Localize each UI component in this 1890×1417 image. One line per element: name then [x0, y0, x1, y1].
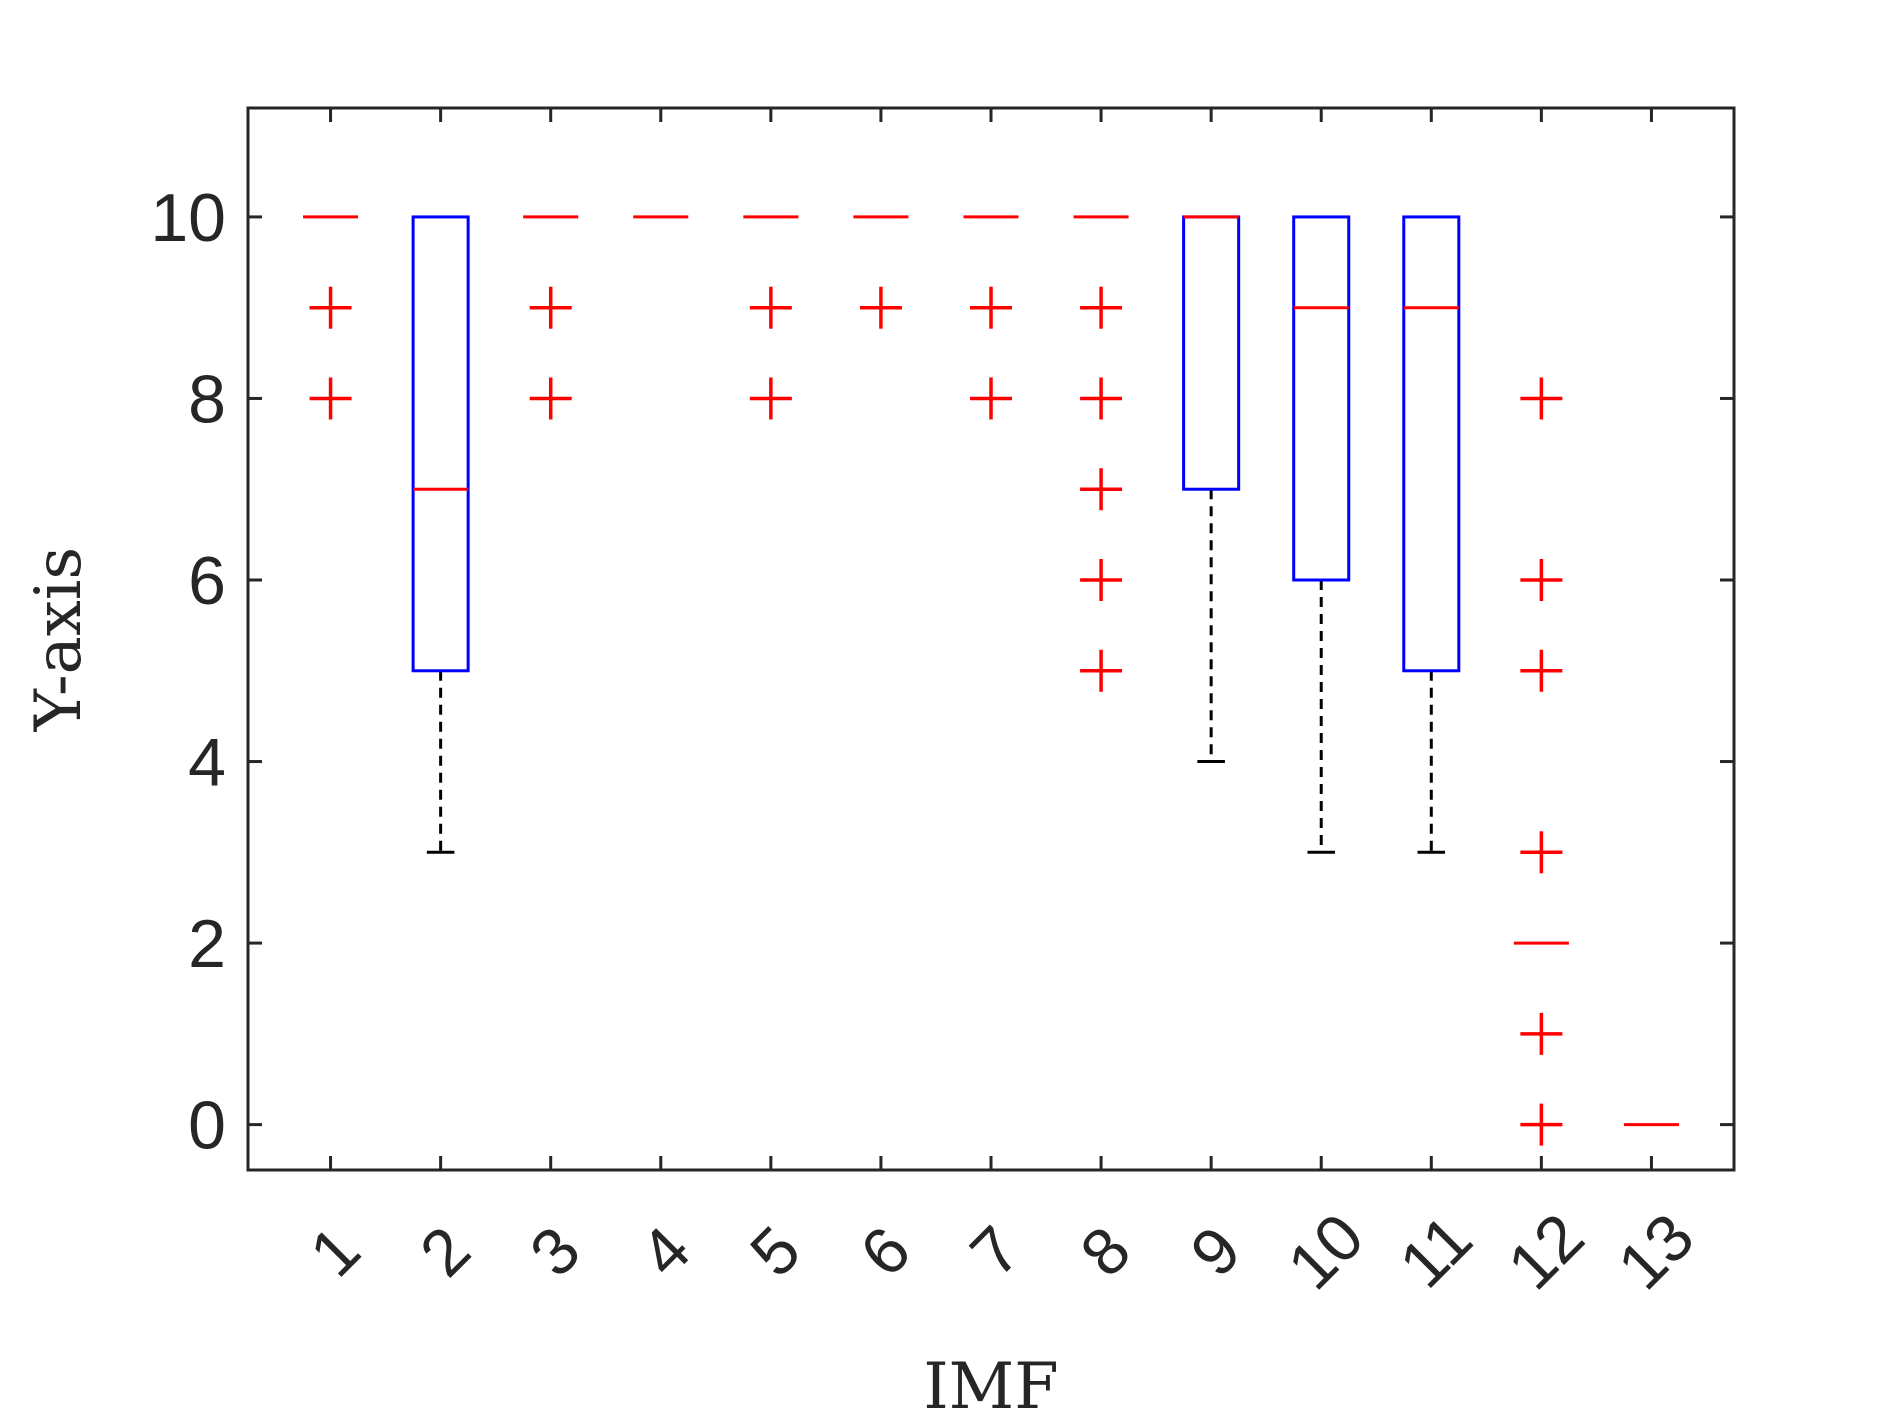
y-tick-label: 10	[150, 180, 226, 256]
box-group-9	[1182, 215, 1241, 764]
outlier-marker	[1520, 377, 1563, 420]
outlier-marker	[749, 286, 792, 329]
outlier-marker	[1080, 286, 1123, 329]
y-tick-label: 8	[188, 361, 226, 437]
outlier-marker	[859, 286, 902, 329]
outlier-marker	[1520, 649, 1563, 692]
box-iqr	[1402, 215, 1461, 673]
outlier-marker	[1080, 377, 1123, 420]
box-group-7	[963, 215, 1019, 420]
box-group-10	[1292, 215, 1351, 854]
y-tick-label: 2	[188, 906, 226, 982]
box-group-1	[303, 215, 359, 420]
outlier-marker	[1520, 1012, 1563, 1055]
x-axis-title: IMF	[923, 1350, 1058, 1417]
outlier-marker	[529, 286, 572, 329]
box-group-6	[853, 215, 909, 329]
box-group-3	[523, 215, 579, 420]
outlier-marker	[1520, 559, 1563, 601]
y-tick-label: 4	[188, 725, 226, 801]
outlier-marker	[1080, 559, 1123, 601]
plot-marks	[303, 215, 1679, 1146]
outlier-marker	[1080, 468, 1123, 511]
axis-ticks	[248, 108, 1734, 1170]
y-axis-title: Y-axis	[22, 547, 96, 732]
y-tick-label: 6	[188, 543, 226, 619]
box-group-8	[1073, 215, 1129, 692]
outlier-marker	[970, 286, 1012, 329]
box-group-12	[1513, 377, 1569, 1146]
outlier-marker	[1520, 831, 1563, 874]
box-group-11	[1402, 215, 1461, 854]
box-group-5	[743, 215, 799, 420]
box-iqr	[411, 215, 470, 673]
y-tick-label: 0	[188, 1088, 226, 1164]
outlier-marker	[1520, 1103, 1563, 1146]
outlier-marker	[309, 377, 352, 420]
box-group-2	[411, 215, 470, 854]
outlier-marker	[749, 377, 792, 420]
outlier-marker	[529, 377, 572, 420]
box-iqr	[1292, 215, 1351, 582]
outlier-marker	[309, 286, 352, 329]
outlier-marker	[970, 377, 1012, 420]
outlier-marker	[1080, 649, 1123, 692]
